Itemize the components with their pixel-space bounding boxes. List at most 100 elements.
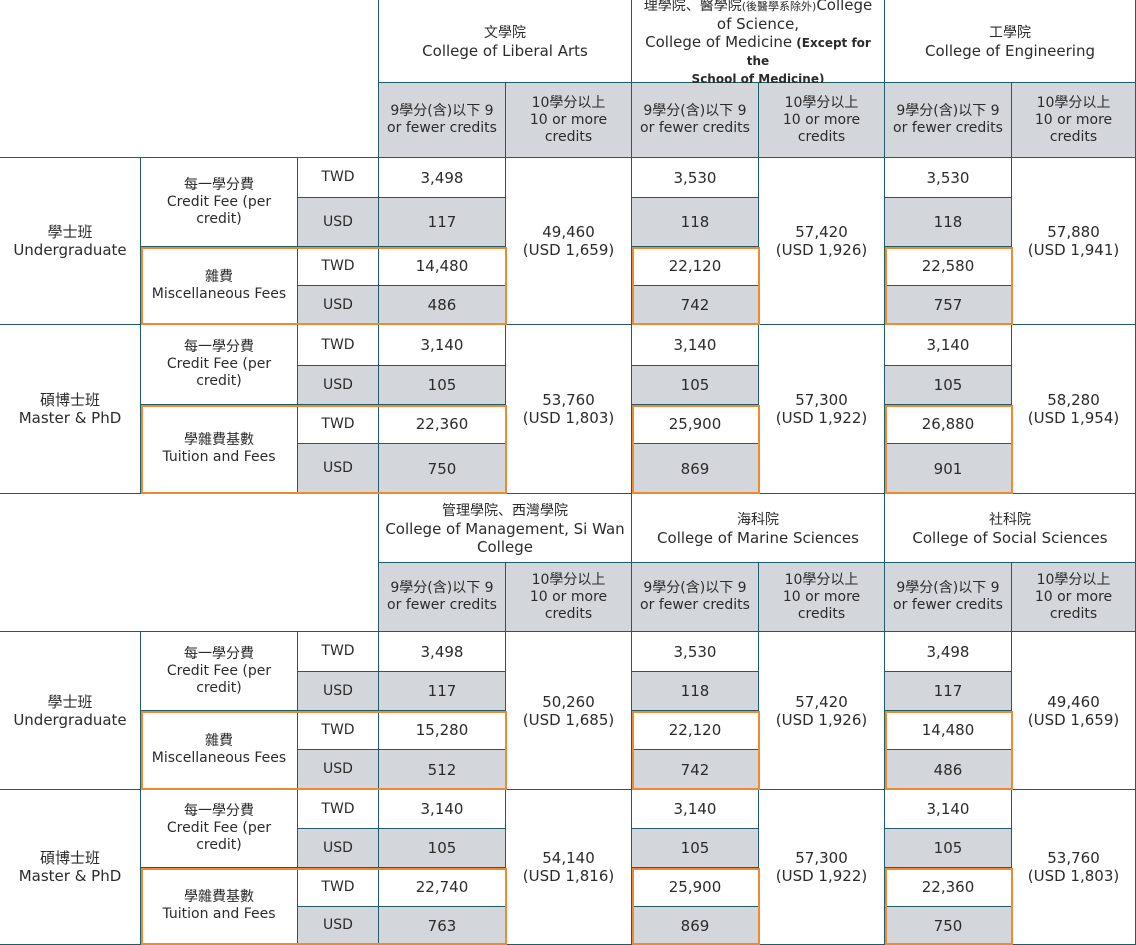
flat-rate-fee-text: 50,260 (USD 1,685): [522, 692, 615, 729]
currency-label-usd: USD: [298, 198, 379, 247]
credit-header-low-text: 9學分(含)以下 9 or fewer credits: [387, 103, 497, 136]
level-label: 碩博士班 Master & PhD: [0, 325, 141, 494]
credit-header-high: 10學分以上 10 or more credits: [506, 83, 632, 158]
misc-fee-usd-text: 486: [933, 760, 963, 779]
misc-fee-twd-text: 26,880: [921, 415, 975, 433]
credit-fee-twd: 3,140: [632, 325, 759, 366]
college-note-en: (Except for the School of Medicine): [691, 35, 871, 86]
credit-header-high: 10學分以上 10 or more credits: [506, 563, 632, 632]
credit-fee-twd-text: 3,498: [420, 168, 464, 187]
misc-fee-twd-text: 22,120: [668, 721, 722, 739]
credit-fee-usd: 105: [379, 829, 506, 868]
misc-fee-label-text: 雜費 Miscellaneous Fees: [151, 268, 287, 302]
currency-label-twd-text: TWD: [321, 800, 355, 817]
misc-fee-usd: 869: [632, 444, 759, 494]
credit-fee-usd: 105: [885, 829, 1012, 868]
credit-fee-twd: 3,530: [632, 632, 759, 672]
credit-header-high-text: 10學分以上 10 or more credits: [529, 571, 608, 622]
credit-header-low: 9學分(含)以下 9 or fewer credits: [885, 563, 1012, 632]
misc-fee-usd: 750: [885, 907, 1012, 945]
flat-rate-fee-text: 57,880 (USD 1,941): [1027, 223, 1120, 259]
currency-label-usd: USD: [298, 750, 379, 790]
credit-fee-usd-text: 105: [933, 376, 963, 394]
misc-fee-usd-text: 869: [680, 459, 710, 478]
currency-label-usd-text: USD: [323, 682, 353, 699]
misc-fee-usd-text: 512: [427, 760, 457, 779]
flat-rate-fee: 57,300 (USD 1,922): [759, 325, 885, 494]
flat-rate-fee-text: 57,300 (USD 1,922): [775, 391, 868, 427]
credit-fee-twd-text: 3,140: [926, 800, 970, 818]
flat-rate-fee: 53,760 (USD 1,803): [1012, 790, 1136, 945]
currency-label-usd-text: USD: [323, 460, 353, 476]
currency-label-twd: TWD: [298, 868, 379, 907]
flat-rate-fee: 57,420 (USD 1,926): [759, 632, 885, 790]
college-name-zh: 工學院: [989, 24, 1031, 41]
credit-fee-usd-text: 105: [427, 839, 457, 857]
college-name-en: College of Management, Si Wan College: [385, 519, 625, 556]
misc-fee-usd-text: 901: [933, 459, 963, 478]
misc-fee-usd: 742: [632, 750, 759, 790]
misc-fee-twd-text: 14,480: [921, 721, 975, 739]
misc-fee-twd: 22,580: [885, 247, 1012, 286]
credit-fee-label-text: 每一學分費 Credit Fee (per credit): [166, 339, 272, 389]
credit-fee-label: 每一學分費 Credit Fee (per credit): [141, 632, 298, 711]
credit-fee-usd: 118: [632, 198, 759, 247]
credit-fee-usd: 117: [379, 198, 506, 247]
credit-fee-usd-text: 118: [680, 682, 710, 700]
credit-fee-usd-text: 117: [933, 682, 963, 700]
currency-label-twd-text: TWD: [321, 169, 355, 185]
currency-label-usd: USD: [298, 907, 379, 945]
college-header: 理學院、醫學院(後醫學系除外)College of Science, Colle…: [632, 0, 885, 86]
credit-fee-twd-text: 3,140: [673, 336, 717, 354]
college-name-zh: 理學院、醫學院: [643, 0, 742, 14]
flat-rate-fee-text: 58,280 (USD 1,954): [1027, 391, 1120, 427]
college-name-zh: 社科院: [988, 511, 1031, 528]
college-name-en: College of Liberal Arts: [422, 41, 588, 60]
credit-fee-usd: 117: [379, 672, 506, 711]
currency-label-twd: TWD: [298, 325, 379, 366]
currency-label-usd-text: USD: [323, 376, 353, 393]
misc-fee-usd-text: 750: [933, 916, 963, 935]
misc-fee-label-text: 學雜費基數 Tuition and Fees: [162, 889, 276, 922]
credit-fee-label-text: 每一學分費 Credit Fee (per credit): [166, 803, 272, 853]
flat-rate-fee: 58,280 (USD 1,954): [1012, 325, 1136, 494]
currency-label-usd-text: USD: [323, 839, 353, 856]
level-label-text: 學士班 Undergraduate: [13, 692, 127, 729]
currency-label-twd: TWD: [298, 158, 379, 198]
currency-label-twd-text: TWD: [321, 257, 355, 274]
credit-fee-usd-text: 105: [680, 376, 710, 394]
credit-fee-twd: 3,140: [632, 790, 759, 829]
credit-header-low: 9學分(含)以下 9 or fewer credits: [379, 83, 506, 158]
misc-fee-twd-text: 22,360: [921, 878, 975, 896]
credit-header-high: 10學分以上 10 or more credits: [1012, 563, 1136, 632]
college-name-en: College of Marine Sciences: [657, 528, 859, 547]
credit-fee-twd: 3,498: [379, 632, 506, 672]
misc-fee-usd: 750: [379, 444, 506, 494]
currency-label-usd-text: USD: [323, 917, 353, 933]
credit-header-high-text: 10學分以上 10 or more credits: [782, 571, 861, 622]
credit-header-high-text: 10學分以上 10 or more credits: [529, 94, 608, 145]
credit-header-low: 9學分(含)以下 9 or fewer credits: [632, 83, 759, 158]
credit-header-low-text: 9學分(含)以下 9 or fewer credits: [893, 580, 1003, 613]
misc-fee-twd-text: 25,900: [668, 415, 722, 433]
misc-fee-label: 學雜費基數 Tuition and Fees: [141, 405, 298, 494]
credit-header-low-text: 9學分(含)以下 9 or fewer credits: [387, 580, 497, 613]
misc-fee-usd: 486: [885, 750, 1012, 790]
credit-fee-twd: 3,498: [885, 632, 1012, 672]
flat-rate-fee: 53,760 (USD 1,803): [506, 325, 632, 494]
currency-label-usd: USD: [298, 366, 379, 405]
credit-header-high-text: 10學分以上 10 or more credits: [782, 94, 861, 145]
credit-header-high-text: 10學分以上 10 or more credits: [1034, 94, 1113, 145]
misc-fee-usd-text: 869: [680, 916, 710, 935]
misc-fee-twd: 22,120: [632, 711, 759, 750]
credit-fee-usd-text: 118: [680, 213, 710, 231]
misc-fee-usd: 486: [379, 286, 506, 325]
misc-fee-usd: 742: [632, 286, 759, 325]
misc-fee-usd: 869: [632, 907, 759, 945]
currency-label-twd-text: TWD: [321, 643, 355, 659]
credit-fee-usd-text: 117: [427, 682, 457, 700]
flat-rate-fee-text: 49,460 (USD 1,659): [1027, 692, 1120, 729]
misc-fee-twd: 22,360: [885, 868, 1012, 907]
credit-header-low: 9學分(含)以下 9 or fewer credits: [885, 83, 1012, 158]
currency-label-usd-text: USD: [323, 761, 353, 777]
